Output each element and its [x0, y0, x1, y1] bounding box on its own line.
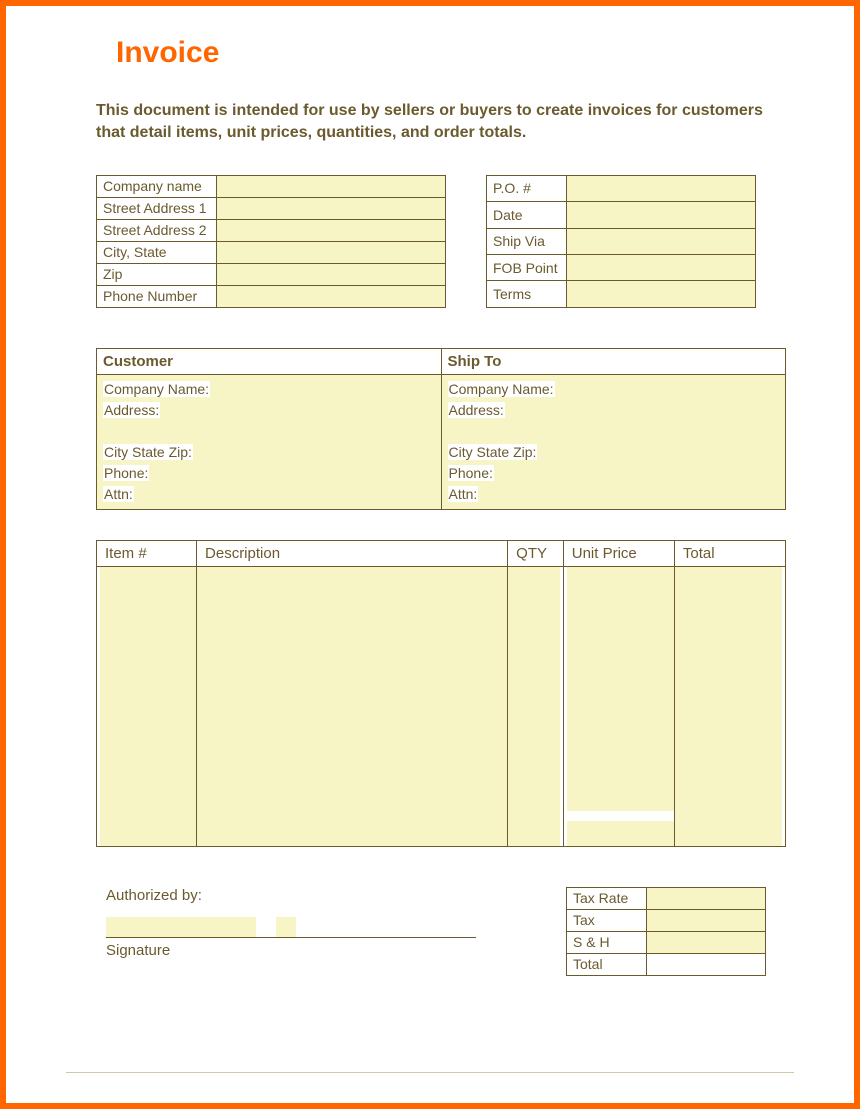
footer-divider	[66, 1072, 794, 1073]
date-input[interactable]	[567, 202, 756, 228]
signature-label: Signature	[106, 942, 476, 959]
bottom-section: Authorized by: Signature Tax Rate Tax S …	[106, 887, 794, 976]
invoice-frame: Invoice This document is intended for us…	[0, 0, 860, 1109]
street1-input[interactable]	[217, 197, 446, 219]
shipto-details-cell[interactable]: Company Name: Address: City State Zip: P…	[441, 374, 786, 509]
phone-input[interactable]	[217, 285, 446, 307]
ship-attn-label: Attn:	[448, 486, 479, 502]
invoice-title: Invoice	[116, 36, 794, 70]
po-info-table: P.O. # Date Ship Via FOB Point Terms	[486, 175, 756, 308]
authorization-block: Authorized by: Signature	[106, 887, 476, 976]
cust-phone-label: Phone:	[103, 465, 149, 481]
date-label: Date	[487, 202, 567, 228]
ship-csz-label: City State Zip:	[448, 444, 538, 460]
sig-fill-1	[106, 917, 256, 937]
fob-point-label: FOB Point	[487, 254, 567, 280]
cust-company-label: Company Name:	[103, 381, 210, 397]
authorized-by-label: Authorized by:	[106, 887, 476, 904]
col-unit-header: Unit Price	[563, 540, 674, 566]
cust-attn-label: Attn:	[103, 486, 134, 502]
po-number-input[interactable]	[567, 175, 756, 201]
tax-label: Tax	[567, 909, 647, 931]
zip-label: Zip	[97, 263, 217, 285]
ship-phone-label: Phone:	[448, 465, 494, 481]
shipto-header: Ship To	[441, 348, 786, 374]
totals-table: Tax Rate Tax S & H Total	[566, 887, 766, 976]
description-cell[interactable]	[197, 566, 508, 846]
top-tables: Company name Street Address 1 Street Add…	[96, 175, 794, 308]
line-items-table: Item # Description QTY Unit Price Total	[96, 540, 786, 847]
tax-rate-label: Tax Rate	[567, 887, 647, 909]
customer-shipto-table: Customer Ship To Company Name: Address: …	[96, 348, 786, 510]
col-desc-header: Description	[197, 540, 508, 566]
customer-header: Customer	[97, 348, 442, 374]
ship-via-label: Ship Via	[487, 228, 567, 254]
signature-line[interactable]	[106, 910, 476, 938]
street1-label: Street Address 1	[97, 197, 217, 219]
ship-address-label: Address:	[448, 402, 505, 418]
street2-input[interactable]	[217, 219, 446, 241]
customer-details-cell[interactable]: Company Name: Address: City State Zip: P…	[97, 374, 442, 509]
company-info-table: Company name Street Address 1 Street Add…	[96, 175, 446, 308]
total-cell[interactable]	[674, 566, 785, 846]
qty-cell[interactable]	[508, 566, 564, 846]
sh-label: S & H	[567, 931, 647, 953]
company-name-input[interactable]	[217, 175, 446, 197]
tax-input[interactable]	[647, 909, 766, 931]
street2-label: Street Address 2	[97, 219, 217, 241]
terms-label: Terms	[487, 281, 567, 307]
company-name-label: Company name	[97, 175, 217, 197]
unit-price-cell[interactable]	[563, 566, 674, 846]
invoice-description: This document is intended for use by sel…	[96, 100, 784, 145]
phone-label: Phone Number	[97, 285, 217, 307]
fob-point-input[interactable]	[567, 254, 756, 280]
total-label: Total	[567, 953, 647, 975]
city-state-label: City, State	[97, 241, 217, 263]
col-item-header: Item #	[97, 540, 197, 566]
ship-via-input[interactable]	[567, 228, 756, 254]
col-total-header: Total	[674, 540, 785, 566]
city-state-input[interactable]	[217, 241, 446, 263]
total-value	[647, 953, 766, 975]
sh-input[interactable]	[647, 931, 766, 953]
cust-csz-label: City State Zip:	[103, 444, 193, 460]
terms-input[interactable]	[567, 281, 756, 307]
sig-fill-2	[276, 917, 296, 937]
po-number-label: P.O. #	[487, 175, 567, 201]
item-number-cell[interactable]	[97, 566, 197, 846]
tax-rate-input[interactable]	[647, 887, 766, 909]
zip-input[interactable]	[217, 263, 446, 285]
ship-company-label: Company Name:	[448, 381, 555, 397]
col-qty-header: QTY	[508, 540, 564, 566]
cust-address-label: Address:	[103, 402, 160, 418]
